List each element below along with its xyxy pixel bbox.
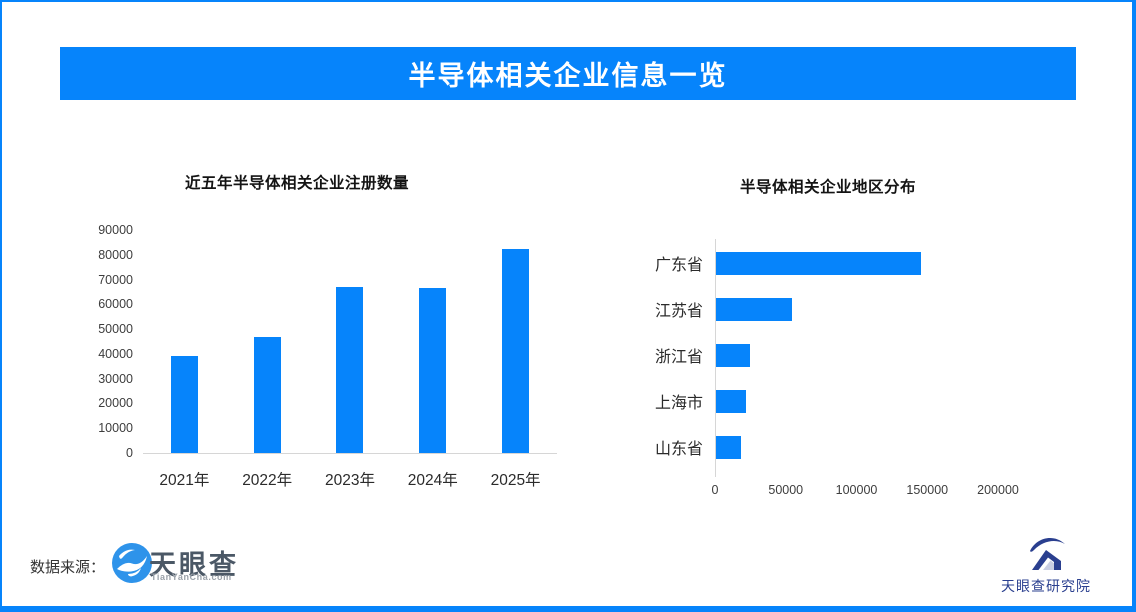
region-row: 上海市 [645,378,1075,424]
y-tick-label: 70000 [98,272,133,287]
y-tick-label: 50000 [98,322,133,337]
region-label: 广东省 [654,257,703,274]
tianyancha-domain: TianYanCha.com [151,572,232,582]
x-tick-label: 0 [711,483,719,497]
y-tick-label: 80000 [98,247,133,262]
region-row: 浙江省 [645,332,1075,378]
x-category-label: 2024年 [407,472,458,489]
region-label: 江苏省 [654,303,703,320]
y-tick-label: 10000 [98,421,133,436]
region-row: 江苏省 [645,286,1075,332]
right-chart-title: 半导体相关企业地区分布 [740,178,917,196]
page-title-banner: 半导体相关企业信息一览 [60,47,1076,100]
y-tick-label: 20000 [98,396,133,411]
left-chart-x-axis: 2021年 2022年 2023年 2024年 2025年 [143,468,557,490]
column-bar [336,287,364,453]
region-bar [716,251,922,275]
page-title: 半导体相关企业信息一览 [408,61,728,91]
x-tick-label: 100000 [835,483,878,497]
x-category-label: 2021年 [159,472,210,489]
x-category-label: 2023年 [324,472,375,489]
y-tick-label: 30000 [98,371,133,386]
column-bar [502,248,530,453]
column-bar [419,288,447,453]
y-tick-label: 90000 [98,223,133,237]
region-label: 浙江省 [654,349,703,366]
institute-logo-block: 天眼查研究院 [988,534,1104,596]
region-bar [716,389,746,413]
institute-name: 天眼查研究院 [1001,578,1091,594]
region-bar [716,297,793,321]
y-tick-label: 60000 [98,297,133,312]
region-label: 上海市 [654,395,703,412]
tianyancha-wordmark: 天眼查 [149,550,239,580]
left-chart-y-axis: 0 10000 20000 30000 40000 50000 60000 70000 8000… [88,223,133,460]
right-chart-axis-line [715,239,716,477]
right-chart-rows: 广东省江苏省浙江省上海市山东省 [645,240,1075,470]
x-tick-label: 200000 [977,483,1019,497]
right-chart-x-axis: 0 50000 100000 150000 200000 [711,483,1065,499]
region-row: 山东省 [645,424,1075,470]
y-tick-label: 40000 [98,346,133,361]
column-bar [253,336,281,453]
region-row: 广东省 [645,240,1075,286]
x-tick-label: 150000 [906,483,949,497]
x-category-label: 2022年 [242,472,293,489]
tianyancha-logo-icon [112,543,152,583]
left-chart-plot-area [143,230,557,454]
left-chart-title: 近五年半导体相关企业注册数量 [185,174,410,192]
x-category-label: 2025年 [490,472,541,489]
column-bar [170,356,198,453]
y-tick-label: 0 [126,446,133,460]
institute-logo-icon [1030,537,1065,570]
data-source-label: 数据来源： [30,559,106,576]
x-tick-label: 50000 [768,483,804,497]
region-bar [716,343,750,367]
region-bar [716,435,742,459]
region-label: 山东省 [654,441,703,458]
